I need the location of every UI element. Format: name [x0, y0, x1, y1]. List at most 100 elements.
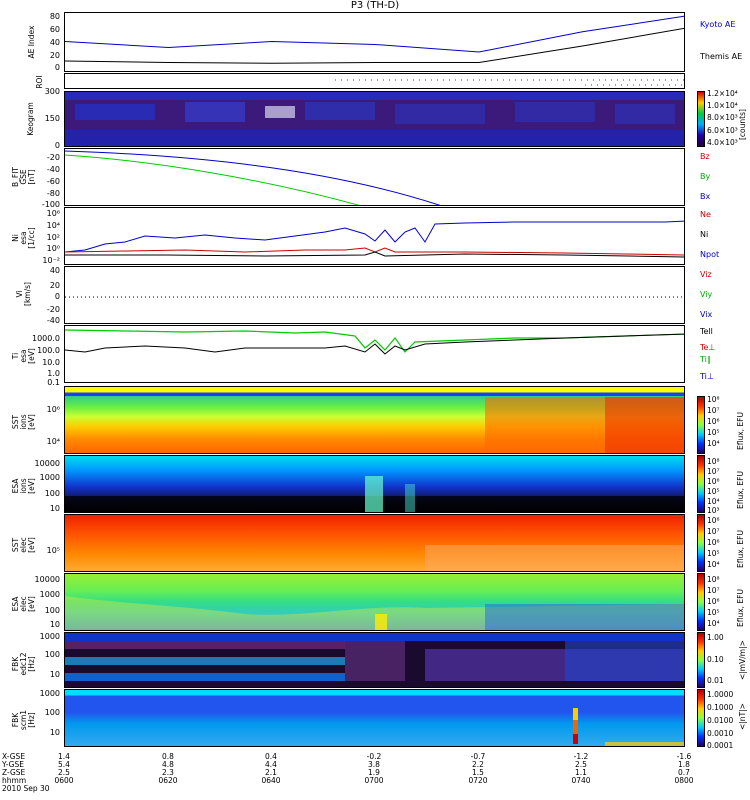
keogram-panel	[64, 91, 685, 147]
legend-tell: Tell	[700, 327, 713, 336]
sst-ions-cbar-tick-2: 10⁶	[707, 417, 720, 426]
esa-elec-cbar-label: Eflux, EFU	[736, 589, 745, 627]
sst-elec-colorbar	[697, 514, 705, 572]
sst-ions-tick-2: 10⁴	[46, 437, 60, 446]
ni-tick-2: 10²	[46, 233, 60, 242]
fbk-scm1-cbar-tick-1: 0.1000	[707, 703, 734, 712]
plot-title: P3 (TH-D)	[350, 0, 400, 11]
fbk-scm1-tick-0: 1000	[39, 689, 60, 698]
vi-panel	[64, 266, 685, 324]
legend-viy: Viy	[700, 290, 713, 299]
sst-elec-cbar-tick-4: 10⁴	[707, 560, 720, 569]
sst-ions-cbar-label: Eflux, EFU	[736, 412, 745, 450]
bfit-tick-0: -20	[46, 153, 60, 162]
legend-by: By	[700, 172, 711, 181]
fbk-edc12-colorbar	[697, 632, 705, 688]
esa-elec-panel	[64, 573, 685, 631]
sst-elec-cbar-label: Eflux, EFU	[736, 530, 745, 568]
fbk-edc12-image	[65, 633, 684, 681]
xaxis-col-3: -0.2 3.8 1.9 0700	[364, 753, 384, 785]
fbk-edc12-cbar-tick-2: 0.01	[707, 676, 724, 685]
vi-tick-4: -40	[46, 316, 60, 325]
esa-elec-cbar-tick-1: 10⁷	[707, 586, 720, 595]
ae-plot	[65, 15, 684, 64]
xaxis-col-6-x: -1.6	[676, 752, 692, 761]
esa-ions-tick-0: 10000	[34, 459, 60, 468]
xaxis-col-0: 1.4 5.4 2.5 0600	[54, 753, 74, 785]
bfit-tick-3: -80	[46, 189, 60, 198]
fbk-edc12-cbar-label: <|mV/m|>	[738, 640, 747, 680]
sst-elec-cbar-tick-1: 10⁷	[707, 527, 720, 536]
sst-ions-panel	[64, 386, 685, 454]
fbk-scm1-cbar-tick-0: 1.0000	[707, 690, 734, 699]
esa-ions-cbar-tick-2: 10⁶	[707, 477, 720, 486]
xaxis-col-1-y: 4.8	[162, 760, 174, 769]
xaxis-col-3-y: 3.8	[368, 760, 380, 769]
fbk-scm1-image	[573, 708, 684, 746]
vi-tick-1: 20	[49, 281, 60, 290]
esa-ions-colorbar	[697, 455, 705, 513]
legend-bx: Bx	[700, 192, 711, 201]
xaxis-col-0-y: 5.4	[58, 760, 70, 769]
esa-elec-tick-0: 10000	[34, 575, 60, 584]
sst-elec-ylabel: SST elec [eV]	[11, 537, 36, 553]
ae-tick-0: 80	[49, 12, 60, 21]
xaxis-col-1-t: 0620	[158, 776, 178, 785]
ae-tick-2: 40	[49, 38, 60, 47]
ti-tick-3: 1.0	[47, 369, 60, 378]
esa-ions-tick-1: 1000	[39, 473, 60, 482]
esa-elec-colorbar	[697, 573, 705, 631]
xaxis-col-0-z: 2.5	[58, 768, 70, 777]
xaxis-col-0-x: 1.4	[58, 752, 70, 761]
legend-npot: Npot	[700, 250, 720, 259]
fbk-edc12-tick-0: 1000	[39, 632, 60, 641]
xaxis-date: 2010 Sep 30	[2, 784, 50, 793]
fbk-scm1-colorbar	[697, 689, 705, 747]
fbk-scm1-tick-1: 100	[44, 708, 60, 717]
xaxis-col-3-x: -0.2	[366, 752, 382, 761]
keogram-image	[65, 92, 684, 146]
xaxis-col-2: 0.4 4.4 2.1 0640	[261, 753, 281, 785]
xaxis-label-ygse: Y-GSE	[2, 760, 24, 769]
esa-elec-cbar-tick-3: 10⁵	[707, 608, 720, 617]
roi-dots	[335, 79, 684, 86]
esa-ions-tick-2: 100	[44, 489, 60, 498]
keogram-cbar-tick-4: 4.0×10³	[707, 138, 738, 147]
vi-tick-2: 0	[54, 292, 60, 301]
sst-elec-image	[425, 545, 684, 571]
xaxis-col-4-z: 1.5	[472, 768, 484, 777]
legend-viz: Viz	[700, 270, 712, 279]
keogram-cbar-tick-2: 8.0×10³	[707, 113, 738, 122]
ni-plot	[65, 220, 684, 258]
sst-ions-cbar-tick-1: 10⁷	[707, 406, 720, 415]
fbk-scm1-cbar-tick-2: 0.0100	[707, 716, 734, 725]
esa-elec-cbar-tick-2: 10⁶	[707, 597, 720, 606]
legend-ne: Ne	[700, 210, 711, 219]
legend-bz: Bz	[700, 152, 710, 161]
legend-kyoto-ae: Kyoto AE	[700, 20, 736, 29]
xaxis-col-5-z: 1.1	[575, 768, 587, 777]
ae-tick-4: 0	[54, 63, 60, 72]
ti-tick-4: 0.1	[47, 378, 60, 387]
xaxis-col-4-t: 0720	[468, 776, 488, 785]
fbk-scm1-panel	[64, 689, 685, 747]
ni-tick-0: 10⁶	[46, 209, 60, 218]
legend-vix: Vix	[700, 310, 713, 319]
xaxis-col-6: -1.6 1.8 0.7 0800	[672, 753, 696, 785]
xaxis-col-4: -0.7 2.2 1.5 0720	[468, 753, 488, 785]
xaxis-label-xgse: X-GSE	[2, 752, 26, 761]
xaxis-col-6-z: 0.7	[678, 768, 690, 777]
ti-tick-0: 1000.0	[32, 334, 60, 343]
tell-line	[65, 333, 684, 355]
fbk-edc12-cbar-tick-1: 0.10	[707, 655, 724, 664]
sst-ions-image	[485, 397, 684, 453]
themis-ae-line	[65, 27, 684, 64]
esa-ions-image	[65, 476, 684, 512]
esa-elec-tick-1: 1000	[39, 590, 60, 599]
npot-line	[65, 251, 684, 258]
sst-ions-tick-0: 10⁶	[46, 405, 60, 414]
xaxis-col-1-x: 0.8	[162, 752, 174, 761]
sst-elec-cbar-tick-3: 10⁵	[707, 549, 720, 558]
sst-elec-cbar-tick-0: 10⁸	[707, 516, 720, 525]
xaxis-label-zgse: Z-GSE	[2, 768, 26, 777]
